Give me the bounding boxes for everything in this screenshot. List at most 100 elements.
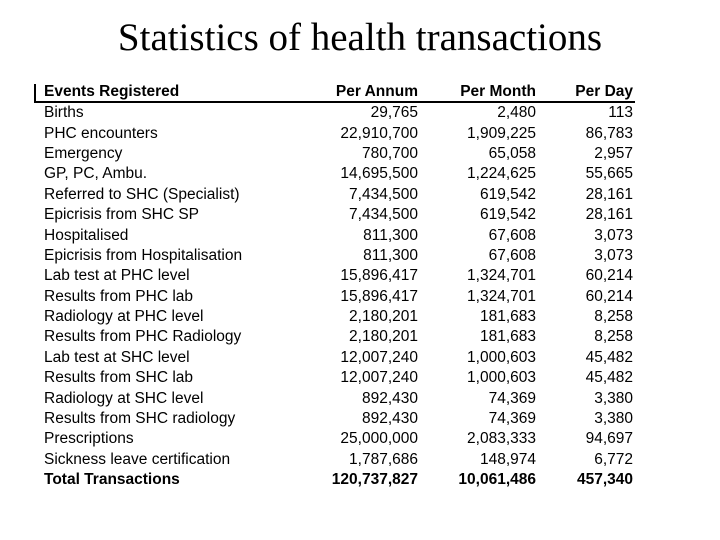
per-day-cell: 94,697 — [585, 430, 633, 448]
table-row: Referred to SHC (Specialist) 7,434,500 619… — [35, 185, 635, 205]
per-annum-cell: 811,300 — [363, 246, 418, 264]
table-row: Results from PHC Radiology 2,180,201 181,6… — [35, 327, 635, 347]
event-label-cell: Results from SHC lab — [44, 369, 194, 387]
table-row: Lab test at PHC level 15,896,417 1,324,701… — [35, 266, 635, 286]
table-row: Radiology at PHC level 2,180,201 181,683 8,… — [35, 307, 635, 327]
per-day-cell: 3,073 — [594, 246, 633, 264]
per-month-cell: 1,224,625 — [467, 165, 536, 183]
event-label-cell: Epicrisis from Hospitalisation — [44, 246, 243, 264]
per-day-cell: 457,340 — [576, 471, 633, 489]
event-label-cell: Referred to SHC (Specialist) — [44, 185, 240, 203]
column-header-per-annum: Per Annum — [320, 82, 418, 103]
per-month-cell: 67,608 — [488, 246, 536, 264]
table-row: Results from SHC lab 12,007,240 1,000,603 4… — [35, 368, 635, 388]
table-row: Epicrisis from SHC SP 7,434,500 619,542 28,… — [35, 205, 635, 225]
event-label-cell: PHC encounters — [44, 124, 158, 142]
per-annum-cell: 29,765 — [370, 104, 418, 122]
per-annum-cell: 25,000,000 — [340, 430, 418, 448]
page-title: Statistics of health transactions — [117, 16, 603, 59]
per-month-cell: 74,369 — [488, 389, 536, 407]
per-month-cell: 148,974 — [479, 450, 536, 468]
total-row: Total Transactions 120,737,827 10,061,486 4… — [35, 470, 635, 490]
per-annum-cell: 811,300 — [363, 226, 418, 244]
per-annum-cell: 2,180,201 — [349, 308, 418, 326]
per-month-cell: 2,480 — [497, 104, 536, 122]
event-label-cell: Lab test at SHC level — [44, 348, 190, 366]
table-row: PHC encounters 22,910,700 1,909,225 86,783 — [35, 123, 635, 143]
per-annum-cell: 1,787,686 — [349, 450, 418, 468]
per-day-cell: 60,214 — [585, 287, 633, 305]
table-row: Results from SHC radiology 892,430 74,369 3… — [35, 409, 635, 429]
event-label-cell: Results from SHC radiology — [44, 410, 236, 428]
per-annum-cell: 892,430 — [361, 389, 418, 407]
per-month-cell: 65,058 — [488, 144, 536, 162]
per-day-cell: 6,772 — [594, 450, 633, 468]
per-annum-cell: 7,434,500 — [349, 206, 418, 224]
per-day-cell: 60,214 — [585, 267, 633, 285]
per-month-cell: 67,608 — [488, 226, 536, 244]
table-header-row: Events Registered Per Annum Per Month Pe… — [35, 82, 635, 103]
event-label-cell: GP, PC, Ambu. — [44, 165, 148, 183]
per-month-cell: 619,542 — [479, 206, 536, 224]
table-row: Results from PHC lab 15,896,417 1,324,701 6… — [35, 287, 635, 307]
per-day-cell: 28,161 — [585, 185, 633, 203]
event-label-cell: Results from PHC Radiology — [44, 328, 242, 346]
per-day-cell: 3,380 — [594, 389, 633, 407]
event-label-cell: Sickness leave certification — [44, 450, 231, 468]
table-row: Radiology at SHC level 892,430 74,369 3,380 — [35, 388, 635, 408]
per-month-cell: 1,909,225 — [467, 124, 536, 142]
health-transactions-table: Events Registered Per Annum Per Month Pe… — [35, 82, 635, 490]
per-day-cell: 86,783 — [585, 124, 633, 142]
per-day-cell: 113 — [608, 104, 633, 122]
per-day-cell: 45,482 — [585, 369, 633, 387]
event-label-cell: Epicrisis from SHC SP — [44, 206, 200, 224]
per-annum-cell: 7,434,500 — [349, 185, 418, 203]
table-row: Prescriptions 25,000,000 2,083,333 94,697 — [35, 429, 635, 449]
per-annum-cell: 22,910,700 — [340, 124, 418, 142]
per-annum-cell: 12,007,240 — [340, 348, 418, 366]
column-header-per-day: Per Day — [536, 82, 635, 103]
per-month-cell: 2,083,333 — [467, 430, 536, 448]
table-row: Lab test at SHC level 12,007,240 1,000,603… — [35, 348, 635, 368]
event-label-cell: Total Transactions — [44, 471, 180, 489]
per-annum-cell: 15,896,417 — [340, 287, 418, 305]
event-label-cell: Radiology at PHC level — [44, 308, 204, 326]
per-month-cell: 10,061,486 — [458, 471, 536, 489]
per-day-cell: 3,380 — [594, 410, 633, 428]
per-annum-cell: 12,007,240 — [340, 369, 418, 387]
table-header: Events Registered Per Annum Per Month Pe… — [35, 82, 635, 103]
per-day-cell: 45,482 — [585, 348, 633, 366]
column-header-events-registered: Events Registered — [35, 82, 320, 103]
table-row: GP, PC, Ambu. 14,695,500 1,224,625 55,665 — [35, 164, 635, 184]
table-row: Sickness leave certification 1,787,686 148… — [35, 450, 635, 470]
per-annum-cell: 780,700 — [361, 144, 418, 162]
event-label-cell: Radiology at SHC level — [44, 389, 204, 407]
event-label-cell: Births — [44, 104, 84, 122]
event-label-cell: Lab test at PHC level — [44, 267, 190, 285]
per-month-cell: 181,683 — [479, 308, 536, 326]
per-month-cell: 1,324,701 — [467, 267, 536, 285]
per-day-cell: 55,665 — [585, 165, 633, 183]
column-header-per-month: Per Month — [418, 82, 536, 103]
per-month-cell: 1,324,701 — [467, 287, 536, 305]
event-label-cell: Emergency — [44, 144, 123, 162]
per-annum-cell: 14,695,500 — [340, 165, 418, 183]
per-month-cell: 619,542 — [479, 185, 536, 203]
per-month-cell: 1,000,603 — [467, 348, 536, 366]
per-annum-cell: 120,737,827 — [331, 471, 418, 489]
per-annum-cell: 15,896,417 — [340, 267, 418, 285]
table-body: Births 29,765 2,480 113 PHC encounters 22,910… — [35, 102, 635, 490]
per-annum-cell: 892,430 — [361, 410, 418, 428]
per-day-cell: 3,073 — [594, 226, 633, 244]
table-row: Epicrisis from Hospitalisation 811,300 67,… — [35, 246, 635, 266]
per-day-cell: 8,258 — [594, 328, 633, 346]
table-row: Births 29,765 2,480 113 — [35, 102, 635, 123]
event-label-cell: Hospitalised — [44, 226, 129, 244]
per-month-cell: 74,369 — [488, 410, 536, 428]
per-month-cell: 1,000,603 — [467, 369, 536, 387]
per-day-cell: 2,957 — [594, 144, 633, 162]
per-annum-cell: 2,180,201 — [349, 328, 418, 346]
per-month-cell: 181,683 — [479, 328, 536, 346]
per-day-cell: 28,161 — [585, 206, 633, 224]
